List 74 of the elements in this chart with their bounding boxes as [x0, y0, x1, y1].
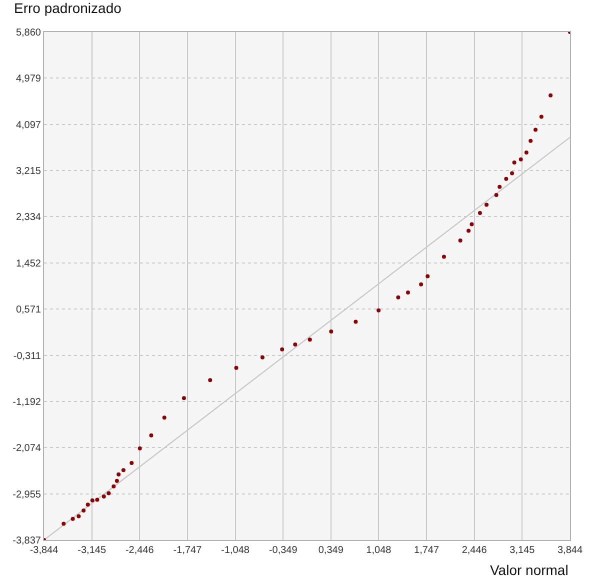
y-tick-label: -3,837: [12, 536, 42, 546]
y-tick-label: 4,097: [16, 120, 42, 131]
point: [293, 342, 298, 346]
point: [70, 516, 75, 521]
point: [280, 347, 284, 352]
point: [116, 472, 121, 476]
x-tick-label: -1,048: [221, 545, 250, 556]
point: [260, 355, 264, 360]
point: [234, 366, 238, 370]
point: [62, 522, 66, 526]
y-tick-label: 1,452: [16, 258, 42, 270]
x-tick-label: 1,747: [414, 545, 440, 556]
point: [524, 150, 528, 155]
point: [182, 396, 186, 400]
point: [82, 508, 86, 512]
x-tick-label: 2,446: [462, 545, 488, 556]
point: [102, 494, 106, 499]
point: [512, 160, 516, 165]
point: [308, 338, 312, 342]
y-tick-label: 3,215: [16, 166, 42, 178]
y-axis-title: Erro padronizado: [14, 0, 122, 16]
y-tick-label: 2,334: [16, 212, 42, 224]
x-tick-label: -2,446: [125, 545, 154, 556]
point: [442, 254, 446, 259]
y-tick-label: 0,571: [16, 304, 42, 316]
y-tick-label: 5,860: [16, 28, 42, 38]
x-tick-label: 1,048: [366, 545, 392, 556]
point: [458, 238, 462, 242]
y-tick-label: -2,955: [12, 489, 42, 500]
point: [466, 228, 471, 233]
point: [548, 93, 553, 98]
point: [86, 502, 90, 507]
x-tick-label: -3,844: [30, 545, 59, 556]
y-tick-label: 4,979: [16, 74, 42, 85]
y-tick-label: -0,311: [13, 350, 42, 362]
point: [396, 295, 400, 300]
point: [121, 468, 126, 472]
x-tick-label: 3,844: [557, 545, 583, 556]
x-tick-label: -1,747: [173, 545, 202, 556]
y-tick-label: -1,192: [12, 396, 42, 408]
point: [419, 282, 424, 286]
point: [494, 193, 498, 198]
point: [478, 210, 482, 215]
x-tick-label: 3,145: [510, 545, 536, 556]
x-tick-label: -0,349: [268, 545, 298, 556]
point: [329, 329, 334, 334]
point: [406, 290, 410, 294]
point: [208, 378, 212, 382]
point: [470, 222, 474, 226]
point: [484, 202, 489, 207]
point: [510, 171, 514, 176]
point: [149, 433, 154, 438]
x-tick-label: 0,349: [318, 545, 344, 556]
point: [112, 484, 116, 488]
point: [528, 138, 533, 143]
point: [130, 460, 134, 465]
point: [518, 157, 523, 162]
point: [114, 478, 119, 483]
point: [498, 184, 502, 189]
point: [76, 514, 81, 518]
point: [90, 498, 94, 502]
point: [539, 114, 544, 119]
point: [95, 498, 100, 502]
point: [534, 128, 538, 132]
point: [426, 274, 430, 278]
point: [106, 491, 111, 496]
point: [162, 416, 166, 420]
x-axis-title: Valor normal: [490, 562, 568, 578]
point: [138, 446, 142, 450]
y-tick-label: -2,074: [12, 443, 42, 454]
point: [504, 176, 508, 181]
x-tick-label: -3,145: [78, 545, 106, 556]
point: [376, 308, 381, 312]
point: [354, 320, 358, 324]
